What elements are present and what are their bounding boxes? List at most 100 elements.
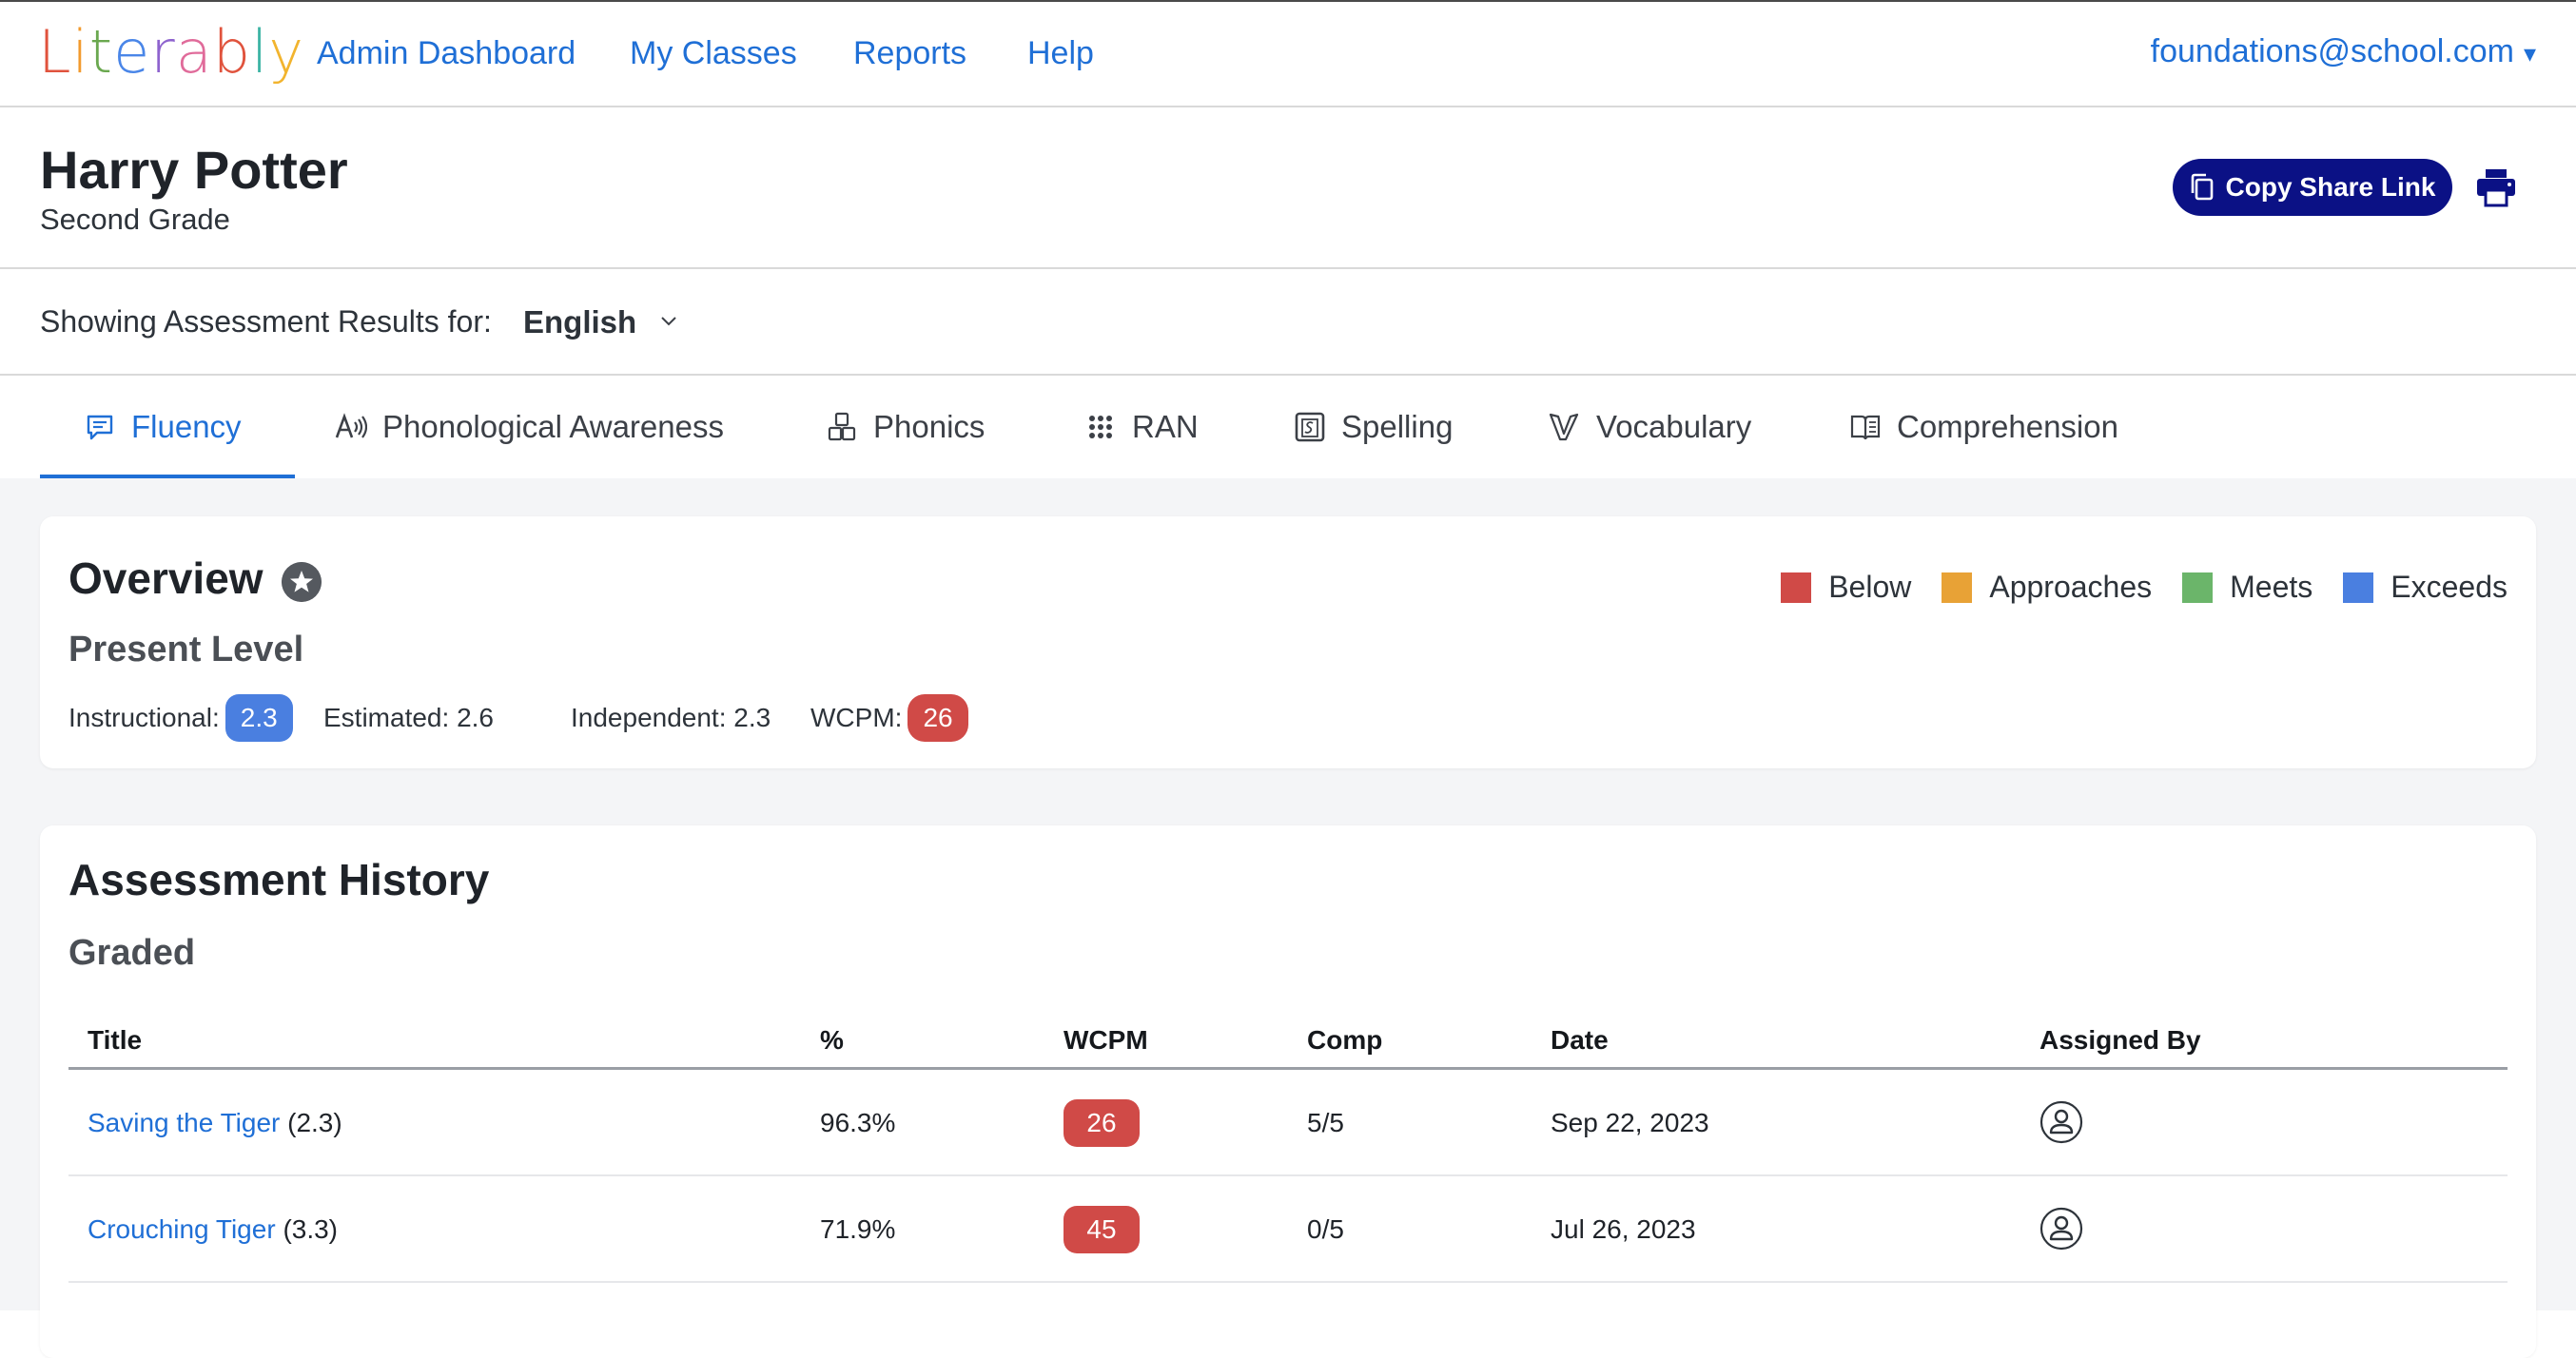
overview-card: Overview Below Approaches Meets Exceeds bbox=[40, 516, 2536, 768]
assessment-title-cell: Saving the Tiger (2.3) bbox=[88, 1104, 342, 1142]
nav-my-classes[interactable]: My Classes bbox=[630, 35, 797, 71]
tab-label: Vocabulary bbox=[1596, 409, 1752, 444]
tab-phonological-awareness[interactable]: Phonological Awareness bbox=[335, 376, 724, 478]
tab-ran[interactable]: RAN bbox=[1084, 376, 1199, 478]
legend-label: Exceeds bbox=[2391, 570, 2508, 604]
chevron-down-icon: ▾ bbox=[2523, 39, 2536, 68]
top-nav: Literably Admin Dashboard My Classes Rep… bbox=[0, 0, 2576, 107]
independent-level: Independent: 2.3 bbox=[571, 693, 771, 743]
blocks-icon bbox=[828, 412, 856, 441]
column-header-date: Date bbox=[1551, 1025, 1609, 1055]
logo-letter: i bbox=[71, 17, 89, 87]
legend-item-approaches: Approaches bbox=[1942, 570, 2152, 605]
performance-legend: Below Approaches Meets Exceeds bbox=[1750, 570, 2508, 605]
wcpm-badge: 45 bbox=[1064, 1206, 1140, 1253]
wcpm-level: WCPM: 26 bbox=[810, 693, 968, 743]
comp-cell: 5/5 bbox=[1307, 1108, 1344, 1137]
copy-share-link-button[interactable]: Copy Share Link bbox=[2173, 159, 2452, 216]
user-icon[interactable] bbox=[2039, 1100, 2083, 1144]
chat-icon bbox=[87, 415, 113, 440]
account-menu[interactable]: foundations@school.com ▾ bbox=[2151, 32, 2536, 72]
logo-letter: r bbox=[150, 17, 176, 87]
graded-heading: Graded bbox=[68, 933, 196, 973]
logo-letter: a bbox=[175, 17, 213, 87]
legend-item-meets: Meets bbox=[2182, 570, 2313, 605]
skill-tabs: Fluency Phonological Awareness Phonics R… bbox=[0, 376, 2576, 478]
tab-fluency[interactable]: Fluency bbox=[40, 376, 295, 478]
language-select[interactable]: English bbox=[523, 304, 637, 340]
legend-item-below: Below bbox=[1781, 570, 1911, 605]
grid-dots-icon bbox=[1089, 416, 1112, 438]
logo-letter: b bbox=[212, 17, 252, 87]
language-selector-bar: Showing Assessment Results for: English bbox=[0, 269, 2576, 376]
legend-swatch bbox=[2343, 572, 2374, 603]
tab-comprehension[interactable]: Comprehension bbox=[1849, 376, 2118, 478]
assessment-level: (3.3) bbox=[283, 1214, 339, 1244]
nav-admin-dashboard[interactable]: Admin Dashboard bbox=[317, 35, 576, 71]
legend-swatch bbox=[1781, 572, 1812, 603]
assessment-title-cell: Crouching Tiger (3.3) bbox=[88, 1211, 338, 1249]
tab-label: Phonics bbox=[873, 409, 986, 444]
logo-letter: y bbox=[268, 17, 305, 87]
legend-label: Meets bbox=[2230, 570, 2313, 604]
print-icon[interactable] bbox=[2475, 166, 2517, 208]
legend-item-exceeds: Exceeds bbox=[2343, 570, 2508, 605]
language-label: Showing Assessment Results for: bbox=[40, 304, 492, 339]
instructional-badge: 2.3 bbox=[224, 694, 293, 742]
table-row: Saving the Tiger (2.3) 96.3% 26 5/5 Sep … bbox=[68, 1070, 2508, 1176]
nav-reports[interactable]: Reports bbox=[853, 35, 967, 71]
user-icon[interactable] bbox=[2039, 1207, 2083, 1251]
tab-label: Fluency bbox=[131, 409, 242, 444]
percent-cell: 96.3% bbox=[820, 1108, 896, 1137]
column-header-wcpm: WCPM bbox=[1064, 1025, 1148, 1055]
chevron-down-icon[interactable] bbox=[658, 311, 679, 332]
tab-label: Spelling bbox=[1341, 409, 1454, 444]
tab-label: RAN bbox=[1132, 409, 1199, 444]
percent-cell: 71.9% bbox=[820, 1214, 896, 1244]
account-email: foundations@school.com bbox=[2150, 33, 2514, 69]
estimated-value: 2.6 bbox=[457, 703, 494, 732]
legend-label: Below bbox=[1828, 570, 1912, 604]
column-header-title: Title bbox=[88, 1025, 143, 1055]
logo-letter: L bbox=[38, 17, 72, 87]
nav-help[interactable]: Help bbox=[1027, 35, 1094, 71]
spelling-icon bbox=[1295, 412, 1325, 442]
tab-label: Phonological Awareness bbox=[382, 409, 724, 444]
instructional-level: Instructional: 2.3 bbox=[68, 693, 293, 743]
vocabulary-icon bbox=[1549, 413, 1579, 441]
assessment-link[interactable]: Saving the Tiger bbox=[88, 1108, 281, 1137]
logo-letter: l bbox=[251, 17, 269, 87]
student-name: Harry Potter bbox=[40, 140, 348, 200]
estimated-label: Estimated: bbox=[323, 703, 450, 732]
column-header-percent: % bbox=[820, 1025, 844, 1055]
tab-label: Comprehension bbox=[1897, 409, 2118, 444]
comp-cell: 0/5 bbox=[1307, 1214, 1344, 1244]
student-header: Harry Potter Second Grade Copy Share Lin… bbox=[0, 107, 2576, 269]
tab-spelling[interactable]: Spelling bbox=[1294, 376, 1453, 478]
logo-letter: t bbox=[88, 17, 114, 87]
logo-letter: e bbox=[113, 17, 151, 87]
student-grade: Second Grade bbox=[40, 203, 230, 236]
wcpm-label: WCPM: bbox=[810, 703, 903, 732]
assessment-history-card: Assessment History Graded Title % WCPM C… bbox=[40, 825, 2536, 1358]
wcpm-badge: 26 bbox=[907, 694, 968, 742]
literably-logo[interactable]: Literably bbox=[38, 19, 304, 86]
assessment-level: (2.3) bbox=[287, 1108, 342, 1137]
legend-swatch bbox=[2182, 572, 2214, 603]
legend-label: Approaches bbox=[1989, 570, 2153, 604]
column-header-assigned-by: Assigned By bbox=[2039, 1025, 2201, 1055]
present-level-heading: Present Level bbox=[68, 630, 304, 669]
tab-vocabulary[interactable]: Vocabulary bbox=[1549, 376, 1751, 478]
legend-swatch bbox=[1942, 572, 1973, 603]
assessment-link[interactable]: Crouching Tiger bbox=[88, 1214, 276, 1244]
date-cell: Sep 22, 2023 bbox=[1551, 1108, 1709, 1137]
main-content: Overview Below Approaches Meets Exceeds bbox=[0, 478, 2576, 1358]
date-cell: Jul 26, 2023 bbox=[1551, 1214, 1696, 1244]
copy-icon bbox=[2191, 173, 2213, 201]
book-icon bbox=[1850, 415, 1881, 440]
phonological-icon bbox=[335, 413, 367, 438]
star-icon[interactable] bbox=[282, 562, 322, 602]
tab-phonics[interactable]: Phonics bbox=[826, 376, 985, 478]
wcpm-badge: 26 bbox=[1064, 1099, 1140, 1147]
column-header-comp: Comp bbox=[1307, 1025, 1383, 1055]
